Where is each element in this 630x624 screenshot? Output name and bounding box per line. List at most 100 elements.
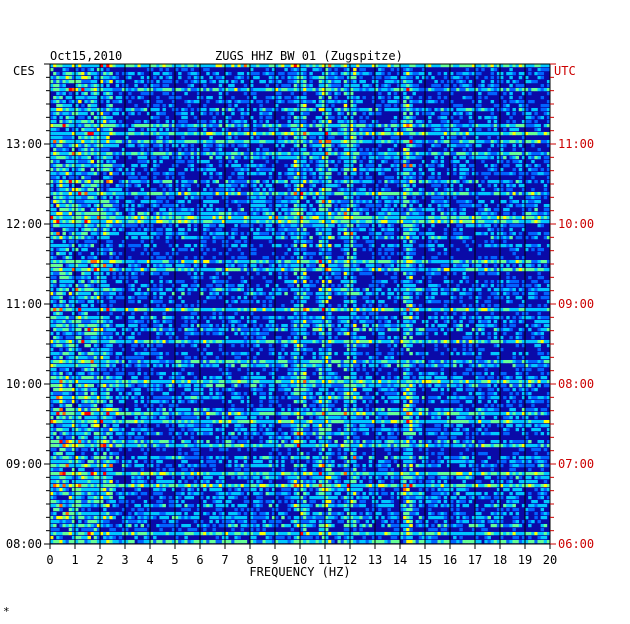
heatmap-cell xyxy=(371,88,376,92)
heatmap-cell xyxy=(262,208,266,212)
heatmap-cell xyxy=(346,84,351,88)
heatmap-cell xyxy=(296,212,301,216)
heatmap-cell xyxy=(259,208,263,212)
heatmap-cell xyxy=(275,96,279,100)
heatmap-cell xyxy=(75,92,79,96)
heatmap-cell xyxy=(215,124,220,128)
heatmap-cell xyxy=(412,212,416,216)
heatmap-cell xyxy=(284,220,288,224)
heatmap-cell xyxy=(221,64,226,68)
heatmap-cell xyxy=(409,204,413,208)
heatmap-cell xyxy=(190,208,195,212)
heatmap-cell xyxy=(375,84,379,88)
heatmap-cell xyxy=(381,64,385,68)
heatmap-cell xyxy=(75,220,79,224)
heatmap-cell xyxy=(293,184,298,188)
chart-date: Oct15,2010 xyxy=(50,49,122,63)
heatmap-cell xyxy=(362,120,366,124)
heatmap-cell xyxy=(293,228,298,232)
heatmap-cell xyxy=(231,188,235,192)
heatmap-cell xyxy=(84,120,88,124)
heatmap-cell xyxy=(71,184,76,188)
heatmap-cell xyxy=(200,76,204,80)
heatmap-cell xyxy=(240,252,245,256)
heatmap-cell xyxy=(256,168,260,172)
heatmap-cell xyxy=(443,188,448,192)
heatmap-cell xyxy=(453,180,457,184)
heatmap-cell xyxy=(337,244,341,248)
heatmap-cell xyxy=(412,224,416,228)
heatmap-cell xyxy=(509,92,513,96)
heatmap-cell xyxy=(321,108,326,112)
heatmap-cell xyxy=(75,88,79,92)
heatmap-cell xyxy=(265,200,270,204)
heatmap-cell xyxy=(65,164,70,168)
heatmap-cell xyxy=(300,68,304,72)
heatmap-cell xyxy=(331,160,335,164)
heatmap-cell xyxy=(231,164,235,168)
heatmap-cell xyxy=(396,220,401,224)
heatmap-cell xyxy=(450,108,454,112)
heatmap-cell xyxy=(406,148,410,152)
heatmap-cell xyxy=(437,116,441,120)
heatmap-cell xyxy=(265,152,270,156)
heatmap-cell xyxy=(412,184,416,188)
heatmap-cell xyxy=(262,200,266,204)
heatmap-cell xyxy=(100,120,104,124)
heatmap-cell xyxy=(78,200,82,204)
heatmap-cell xyxy=(106,248,110,252)
heatmap-cell xyxy=(368,168,373,172)
heatmap-cell xyxy=(200,236,204,240)
heatmap-cell xyxy=(56,92,60,96)
heatmap-cell xyxy=(240,200,245,204)
heatmap-cell xyxy=(100,140,104,144)
heatmap-cell xyxy=(71,148,76,152)
heatmap-cell xyxy=(103,196,107,200)
heatmap-cell xyxy=(303,100,307,104)
heatmap-cell xyxy=(156,64,160,68)
heatmap-cell xyxy=(475,152,479,156)
heatmap-cell xyxy=(396,212,401,216)
heatmap-cell xyxy=(390,244,395,248)
heatmap-cell xyxy=(509,84,513,88)
heatmap-cell xyxy=(118,224,123,228)
heatmap-cell xyxy=(115,196,120,200)
heatmap-cell xyxy=(484,108,488,112)
heatmap-cell xyxy=(53,128,57,132)
heatmap-cell xyxy=(493,236,498,240)
heatmap-cell xyxy=(118,196,123,200)
heatmap-cell xyxy=(512,132,516,136)
heatmap-cell xyxy=(437,144,441,148)
heatmap-cell xyxy=(546,180,551,184)
heatmap-cell xyxy=(62,68,66,72)
heatmap-cell xyxy=(528,156,532,160)
heatmap-cell xyxy=(384,124,388,128)
heatmap-cell xyxy=(540,212,545,216)
heatmap-cell xyxy=(387,196,391,200)
heatmap-cell xyxy=(287,188,291,192)
heatmap-cell xyxy=(303,228,307,232)
heatmap-cell xyxy=(75,200,79,204)
heatmap-cell xyxy=(131,192,135,196)
heatmap-cell xyxy=(290,176,295,180)
heatmap-cell xyxy=(453,196,457,200)
heatmap-cell xyxy=(343,68,348,72)
heatmap-cell xyxy=(546,216,551,220)
heatmap-cell xyxy=(225,212,229,216)
heatmap-cell xyxy=(412,236,416,240)
heatmap-cell xyxy=(490,100,495,104)
heatmap-cell xyxy=(431,172,435,176)
heatmap-cell xyxy=(115,188,120,192)
heatmap-cell xyxy=(96,156,101,160)
heatmap-cell xyxy=(300,204,304,208)
heatmap-cell xyxy=(318,228,323,232)
heatmap-cell xyxy=(506,180,510,184)
heatmap-cell xyxy=(343,192,348,196)
heatmap-cell xyxy=(281,192,285,196)
heatmap-cell xyxy=(337,208,341,212)
heatmap-cell xyxy=(131,248,135,252)
heatmap-cell xyxy=(243,180,248,184)
heatmap-cell xyxy=(143,140,148,144)
heatmap-cell xyxy=(390,224,395,228)
heatmap-cell xyxy=(450,140,454,144)
